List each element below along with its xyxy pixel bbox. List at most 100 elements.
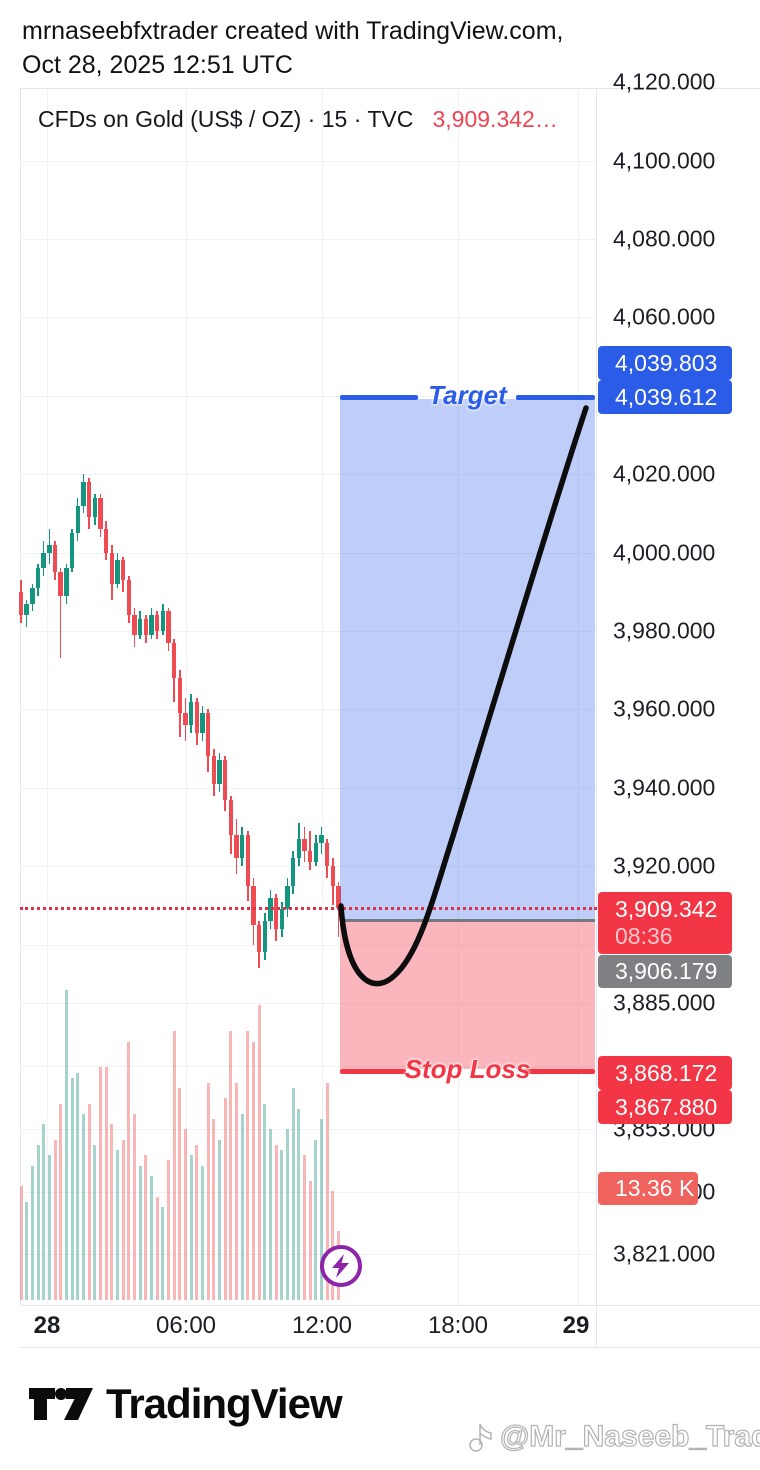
- candle-body: [330, 866, 336, 886]
- candle-body: [81, 482, 86, 506]
- tradingview-logo[interactable]: TradingView: [28, 1380, 343, 1428]
- volume-bar: [251, 1041, 255, 1300]
- grid-line-v: [322, 88, 323, 1305]
- candle-body: [160, 611, 165, 631]
- candle-body: [126, 580, 131, 616]
- volume-bar: [223, 1098, 227, 1300]
- stoploss-label: Stop Loss: [404, 1053, 531, 1084]
- volume-bar: [240, 1113, 244, 1300]
- volume-bar: [314, 1139, 318, 1300]
- chart-left-border: [20, 88, 21, 1305]
- candle-body: [98, 497, 103, 530]
- candle-body: [228, 799, 233, 835]
- volume-bar: [149, 1175, 153, 1300]
- time-axis-label[interactable]: 28: [33, 1312, 61, 1339]
- price-tick: 4,000.000: [613, 539, 716, 566]
- candle-body: [234, 834, 239, 859]
- grid-line-h: [20, 866, 596, 868]
- grid-line-h: [20, 552, 596, 554]
- candle-body: [239, 834, 245, 859]
- volume-bar: [138, 1165, 142, 1300]
- candle-body: [18, 591, 24, 616]
- candle-body: [296, 838, 302, 859]
- time-axis-label[interactable]: 18:00: [427, 1312, 489, 1339]
- candle-body: [211, 756, 216, 784]
- candle-body: [245, 834, 250, 886]
- candle-body: [177, 678, 182, 714]
- stoploss-line-left[interactable]: [340, 1068, 406, 1074]
- candle-body: [200, 713, 205, 733]
- price-tick: 3,940.000: [613, 774, 716, 801]
- grid-line-v: [47, 88, 48, 1305]
- symbol-title: CFDs on Gold (US$ / OZ) · 15 · TVC: [38, 106, 414, 132]
- price-tick: 4,020.000: [613, 460, 716, 487]
- volume-bar: [257, 1005, 261, 1300]
- candle-body: [279, 909, 284, 929]
- volume-bar: [178, 1088, 182, 1300]
- grid-line-h: [20, 631, 596, 633]
- price-tick: 4,100.000: [613, 147, 716, 174]
- target-line-right[interactable]: [516, 395, 595, 401]
- volume-bar: [308, 1181, 312, 1300]
- volume-bar: [320, 1119, 323, 1300]
- volume-bar: [285, 1129, 289, 1300]
- attribution-line2: Oct 28, 2025 12:51 UTC: [22, 51, 293, 79]
- time-axis-label[interactable]: 06:00: [155, 1312, 217, 1339]
- header-attribution: mrnaseebfxtrader created with TradingVie…: [22, 14, 563, 82]
- volume-bar: [303, 1155, 306, 1300]
- candle-body: [120, 560, 126, 581]
- candle-body: [64, 568, 69, 596]
- volume-bar: [42, 1124, 46, 1300]
- tradingview-logo-icon: [29, 1388, 93, 1420]
- candle-body: [217, 760, 222, 784]
- candle-body: [103, 529, 109, 553]
- symbol-legend[interactable]: CFDs on Gold (US$ / OZ) · 15 · TVC 3,909…: [38, 106, 558, 133]
- social-watermark: @Mr_Naseeb_Trader: [468, 1419, 760, 1454]
- stop-price-badge: 3,867.880: [598, 1090, 732, 1124]
- entry-price-line[interactable]: [340, 919, 595, 923]
- grid-line-h: [20, 395, 596, 397]
- candle-body: [154, 615, 160, 631]
- candle-body: [115, 560, 120, 584]
- candle-body: [58, 572, 63, 596]
- candle-body: [285, 885, 290, 910]
- candle-body: [24, 603, 29, 616]
- price-tick: 3,821.000: [613, 1240, 716, 1267]
- grid-line-h: [20, 160, 596, 162]
- volume-bar: [98, 1067, 102, 1300]
- candle-body: [137, 619, 143, 635]
- target-line-left[interactable]: [340, 395, 418, 401]
- price-tick: 3,980.000: [613, 617, 716, 644]
- candle-body: [183, 713, 188, 726]
- volume-bar: [93, 1144, 97, 1300]
- time-axis-separator: [20, 1305, 760, 1306]
- time-axis-label[interactable]: 12:00: [291, 1312, 353, 1339]
- price-tick: 4,080.000: [613, 225, 716, 252]
- stoploss-line-right[interactable]: [522, 1068, 595, 1074]
- candle-body: [307, 850, 313, 863]
- candle-body: [52, 544, 58, 573]
- volume-bar: [172, 1031, 176, 1300]
- volume-badge: 13.36 K: [598, 1172, 698, 1205]
- candle-body: [194, 701, 199, 733]
- volume-bar: [47, 1155, 51, 1300]
- profit-zone[interactable]: [340, 399, 595, 921]
- grid-line-h: [20, 944, 596, 946]
- legend-last-price: 3,909.342…: [432, 106, 558, 132]
- volume-bar: [36, 1144, 40, 1300]
- volume-bar: [280, 1150, 284, 1300]
- grid-line-h: [20, 239, 596, 241]
- candle-body: [188, 701, 194, 726]
- tradingview-logo-text: TradingView: [106, 1380, 343, 1427]
- time-axis-label[interactable]: 29: [562, 1312, 590, 1339]
- volume-bar: [132, 1113, 136, 1300]
- attribution-line1: mrnaseebfxtrader created with TradingVie…: [22, 17, 564, 45]
- grid-line-h: [20, 1254, 596, 1256]
- candle-body: [69, 533, 75, 569]
- candle-body: [41, 552, 46, 569]
- loss-zone[interactable]: [340, 921, 595, 1069]
- lightning-icon[interactable]: [318, 1243, 364, 1289]
- candle-body: [143, 619, 148, 635]
- candle-body: [313, 842, 319, 863]
